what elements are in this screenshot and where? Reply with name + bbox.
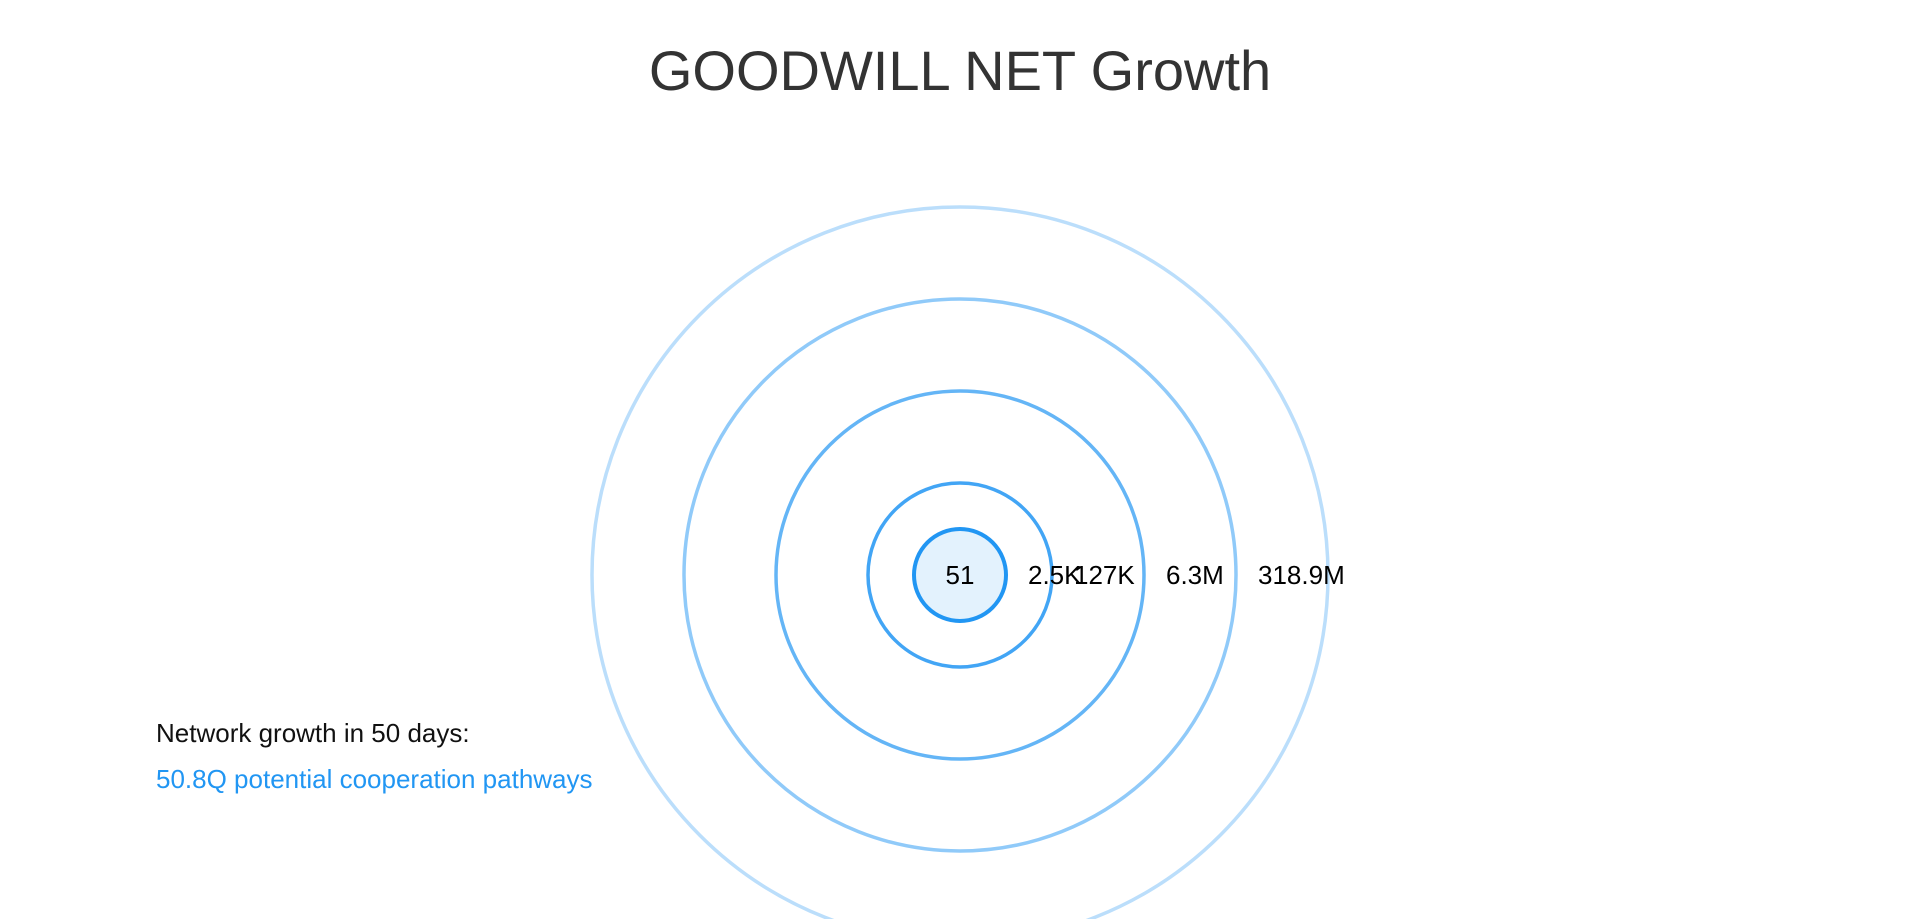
ring-label-3: 127K xyxy=(1074,560,1135,590)
ring-5 xyxy=(590,205,1330,919)
ring-1 xyxy=(912,527,1008,623)
ring-label-2: 2.5K xyxy=(1028,560,1082,590)
growth-note: Network growth in 50 days: 50.8Q potenti… xyxy=(156,710,593,802)
growth-caption: Network growth in 50 days: xyxy=(156,718,470,748)
page-title: GOODWILL NET Growth xyxy=(648,39,1272,102)
growth-value: 50.8Q potential cooperation pathways xyxy=(156,764,593,794)
ring-label-1: 51 xyxy=(946,560,975,590)
ring-3 xyxy=(774,389,1146,761)
ring-label-5: 318.9M xyxy=(1258,560,1345,590)
ring-label-4: 6.3M xyxy=(1166,560,1224,590)
ring-2 xyxy=(866,481,1054,669)
ring-4 xyxy=(682,297,1238,853)
